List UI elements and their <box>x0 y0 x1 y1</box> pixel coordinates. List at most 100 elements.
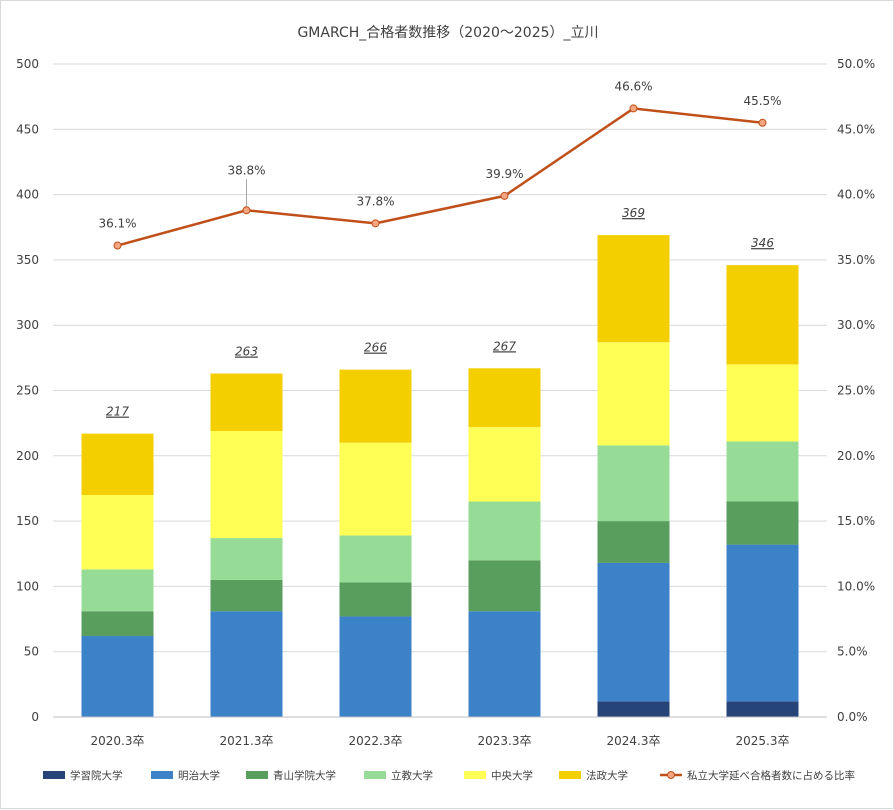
bar-segment <box>210 538 283 580</box>
right-tick-label: 25.0% <box>837 384 875 398</box>
bar-segment <box>339 582 412 617</box>
bars <box>81 235 799 717</box>
x-tick-label: 2024.3卒 <box>607 734 661 748</box>
legend-label: 法政大学 <box>586 769 628 782</box>
legend-label: 中央大学 <box>491 769 533 782</box>
bar-segment <box>468 427 541 502</box>
left-tick-label: 50 <box>24 645 39 659</box>
ratio-label: 39.9% <box>485 167 523 181</box>
left-tick-label: 250 <box>16 384 39 398</box>
legend-swatch <box>246 771 268 779</box>
bar-segment <box>81 611 154 637</box>
right-tick-label: 20.0% <box>837 449 875 463</box>
ratio-point <box>113 241 122 250</box>
x-tick-label: 2022.3卒 <box>349 734 403 748</box>
bar-total-label: 267 <box>493 339 516 353</box>
bar-segment <box>597 445 670 522</box>
right-tick-label: 10.0% <box>837 579 875 593</box>
left-tick-label: 150 <box>16 514 39 528</box>
bar-segment <box>726 441 799 502</box>
left-tick-label: 350 <box>16 253 39 267</box>
bar-segment <box>597 235 670 343</box>
right-tick-label: 15.0% <box>837 514 875 528</box>
bar-segment <box>81 636 154 717</box>
bar-total-label: 217 <box>106 405 129 419</box>
bar-segment <box>339 442 412 536</box>
right-y-axis: 0.0% 5.0% 10.0% 15.0% 20.0% 25.0% 30.0% 35.0% 40… <box>837 57 875 724</box>
ratio-line: 36.1% 38.8% 37.8% 39.9% 46.6% 45.5% <box>98 79 782 250</box>
bar-segment <box>468 368 541 428</box>
bar-segment <box>210 373 283 431</box>
bar-total-label: 369 <box>622 206 645 220</box>
x-tick-label: 2021.3卒 <box>220 734 274 748</box>
ratio-label: 38.8% <box>227 163 265 177</box>
legend-swatch <box>364 771 386 779</box>
bar-segment <box>726 701 799 717</box>
bar-segment <box>597 342 670 446</box>
right-tick-label: 30.0% <box>837 318 875 332</box>
bar-total-label: 263 <box>235 345 258 359</box>
bar-segment <box>81 494 154 570</box>
ratio-point <box>371 219 380 228</box>
bar-total-label: 346 <box>751 236 774 250</box>
right-tick-label: 50.0% <box>837 57 875 71</box>
x-tick-label: 2025.3卒 <box>736 734 790 748</box>
ratio-line-path <box>117 107 763 247</box>
ratio-label: 45.5% <box>743 94 781 108</box>
bar-segment <box>726 501 799 545</box>
bar-segment <box>726 364 799 442</box>
left-tick-label: 200 <box>16 449 39 463</box>
left-tick-label: 450 <box>16 122 39 136</box>
left-tick-label: 300 <box>16 318 39 332</box>
legend-label: 立教大学 <box>391 769 433 782</box>
legend-swatch <box>43 771 65 779</box>
left-tick-label: 0 <box>31 710 39 724</box>
legend-label: 学習院大学 <box>70 769 123 782</box>
ratio-point <box>629 104 638 113</box>
gridlines <box>53 63 827 718</box>
bar-segment <box>210 430 283 539</box>
bar-segment <box>597 521 670 563</box>
right-tick-label: 5.0% <box>837 645 868 659</box>
legend: 学習院大学 明治大学 青山学院大学 立教大学 中央大学 法政大学 私立大学延べ合格者数に占め… <box>43 769 855 782</box>
bar-segment <box>81 433 154 495</box>
ratio-label: 46.6% <box>614 79 652 93</box>
chart-title: GMARCH_合格者数推移（2020～2025）_立川 <box>297 25 598 41</box>
right-tick-label: 35.0% <box>837 253 875 267</box>
bar-segment <box>339 535 412 583</box>
right-tick-label: 45.0% <box>837 122 875 136</box>
bar-segment <box>339 616 412 717</box>
left-tick-label: 500 <box>16 57 39 71</box>
legend-label: 明治大学 <box>178 769 220 782</box>
ratio-point <box>500 191 509 200</box>
bar-segment <box>468 611 541 717</box>
ratio-label: 37.8% <box>356 194 394 208</box>
left-y-axis: 0 50 100 150 200 250 300 350 400 450 500 <box>16 57 39 724</box>
bar-total-labels: 217 263 266 267 369 346 <box>106 206 774 419</box>
bar-segment <box>210 579 283 612</box>
ratio-point <box>242 206 251 215</box>
right-tick-label: 0.0% <box>837 710 868 724</box>
bar-segment <box>597 562 670 702</box>
legend-swatch <box>151 771 173 779</box>
bar-segment <box>597 701 670 717</box>
bar-segment <box>81 569 154 612</box>
bar-segment <box>726 544 799 702</box>
x-axis: 2020.3卒 2021.3卒 2022.3卒 2023.3卒 2024.3卒 2025.… <box>53 716 827 748</box>
legend-label: 青山学院大学 <box>273 769 336 782</box>
bar-segment <box>468 501 541 561</box>
bar-segment <box>339 369 412 443</box>
x-tick-label: 2020.3卒 <box>91 734 145 748</box>
bar-segment <box>210 611 283 717</box>
left-tick-label: 100 <box>16 579 39 593</box>
left-tick-label: 400 <box>16 188 39 202</box>
bar-segment <box>468 560 541 612</box>
bar-segment <box>726 265 799 365</box>
legend-swatch <box>559 771 581 779</box>
legend-label: 私立大学延べ合格者数に占める比率 <box>687 769 855 782</box>
ratio-point <box>758 118 767 127</box>
legend-line-marker <box>667 771 675 779</box>
ratio-label: 36.1% <box>98 217 136 231</box>
